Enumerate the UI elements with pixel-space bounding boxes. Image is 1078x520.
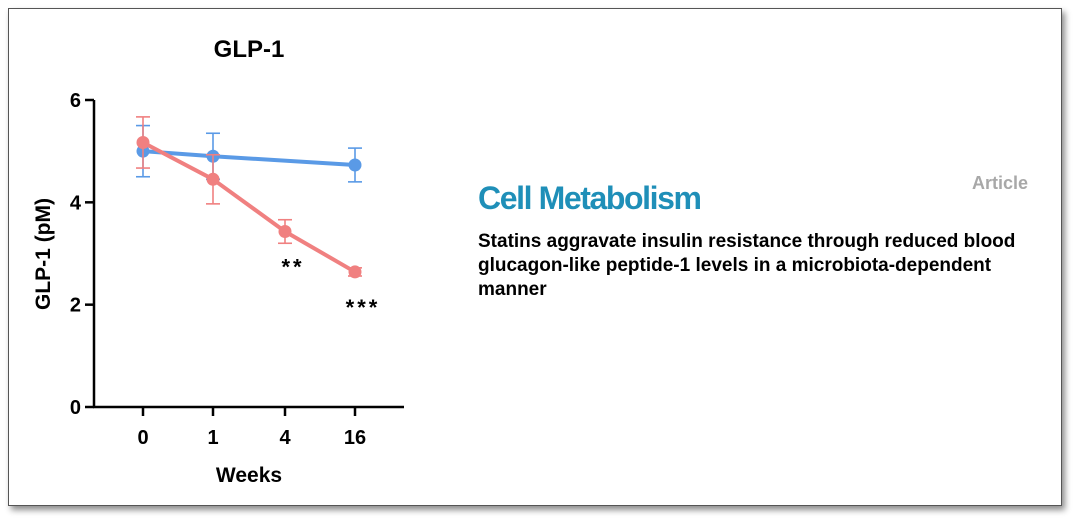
y-axis-label: GLP-1 (pM)	[32, 198, 55, 310]
y-tick-label: 2	[70, 295, 81, 317]
article-type-label: Article	[972, 173, 1029, 193]
chart-title: GLP-1	[214, 36, 285, 63]
x-tick-label: 16	[344, 427, 366, 449]
data-point	[348, 158, 362, 172]
data-point	[136, 135, 150, 149]
axes: 0 2 4 6 0 1 4 16	[70, 90, 404, 449]
y-tick-label: 6	[70, 90, 81, 112]
series-marks: *****	[136, 116, 381, 320]
x-tick-label: 0	[137, 427, 148, 449]
figure-frame	[8, 8, 1062, 506]
data-point	[278, 224, 292, 238]
x-tick-label: 1	[207, 427, 218, 449]
data-point	[348, 265, 362, 279]
y-tick-label: 4	[70, 192, 82, 214]
significance-annotation: ***	[346, 295, 381, 320]
x-tick-label: 4	[279, 427, 291, 449]
significance-annotation: **	[281, 254, 304, 279]
data-point	[206, 172, 220, 186]
journal-name: Cell Metabolism	[478, 180, 702, 216]
series-line-1	[142, 140, 357, 274]
paper-title: Statins aggravate insulin resistance thr…	[478, 231, 1016, 300]
x-axis-label: Weeks	[216, 464, 282, 487]
y-tick-label: 0	[70, 397, 81, 419]
